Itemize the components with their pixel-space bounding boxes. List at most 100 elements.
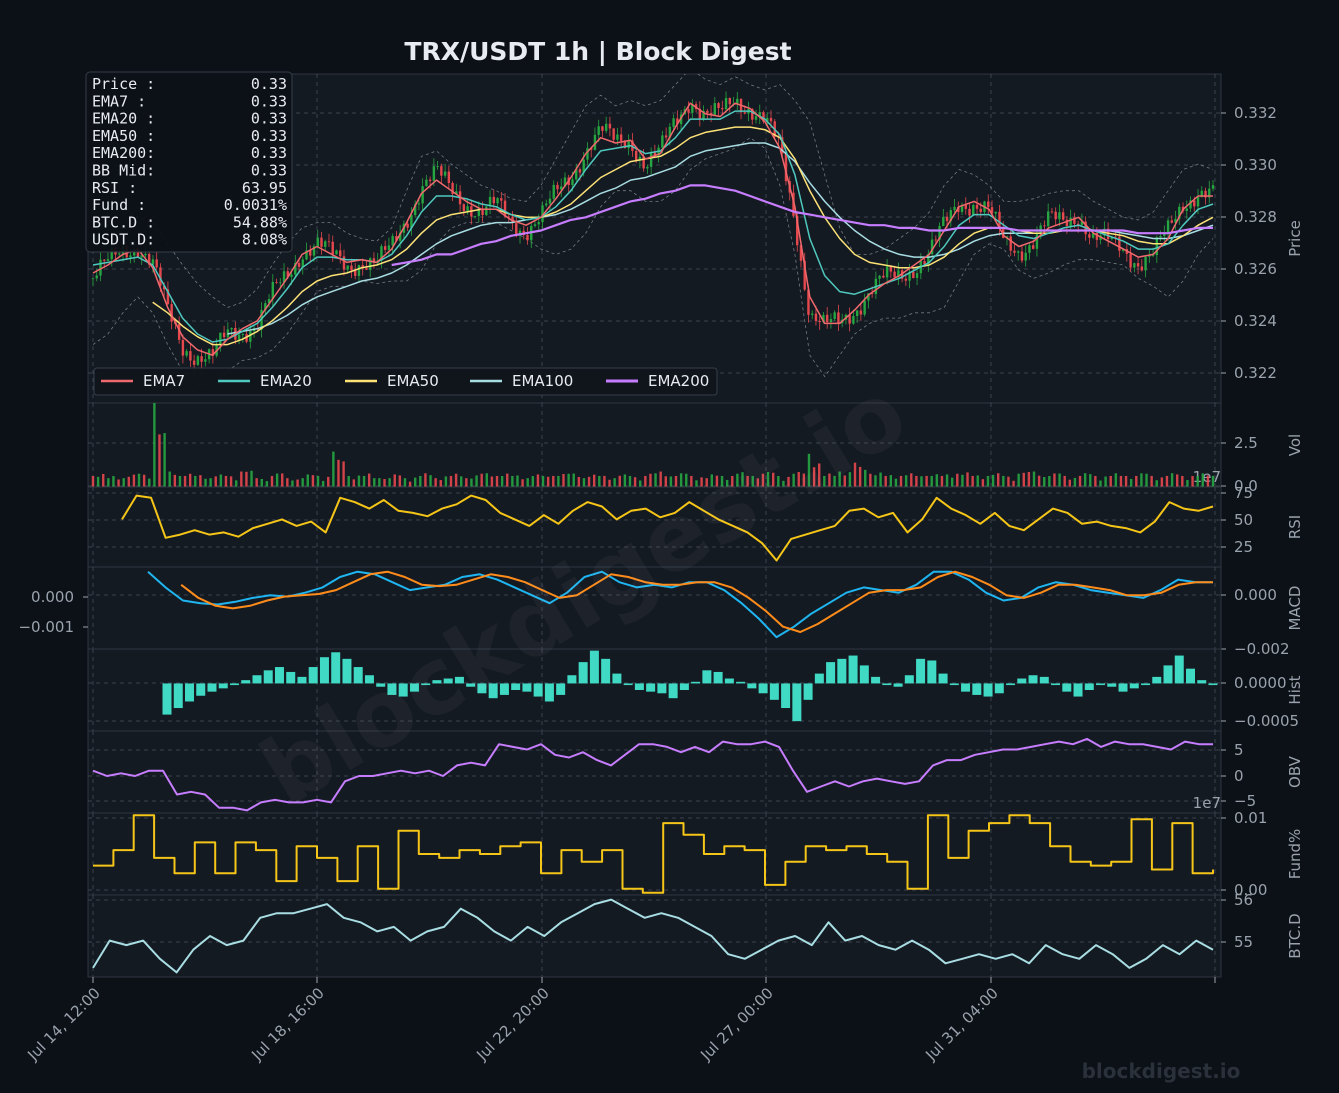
candle-body	[754, 116, 758, 120]
hist-bar	[724, 678, 734, 684]
candle-body	[1024, 252, 1027, 261]
y-tick-label: −5	[1234, 792, 1256, 810]
volume-bar	[592, 474, 596, 487]
hist-bar	[1051, 683, 1061, 686]
y-tick-label: 75	[1234, 484, 1253, 502]
volume-bar	[1206, 475, 1210, 487]
candle-body	[391, 236, 394, 246]
candle-body	[923, 261, 926, 265]
candle-body	[481, 208, 484, 216]
info-label: USDT.D:	[92, 231, 155, 249]
volume-bar	[460, 476, 463, 487]
volume-bar	[1002, 475, 1005, 487]
panel-frame	[87, 402, 1222, 488]
volume-bar	[439, 480, 442, 487]
candle-body	[1020, 251, 1024, 261]
candle-body	[571, 179, 574, 186]
candle-body	[189, 351, 192, 361]
volume-bar	[623, 474, 627, 487]
candle-body	[1140, 266, 1144, 271]
volume-bar	[736, 473, 739, 487]
y-tick-label: 0.332	[1234, 104, 1277, 122]
info-value: 0.33	[251, 162, 287, 180]
hist-bar	[1129, 683, 1139, 689]
volume-bar	[654, 473, 657, 487]
candle-body	[245, 334, 248, 342]
chart-title: TRX/USDT 1h | Block Digest	[404, 37, 791, 66]
hist-bar	[826, 662, 836, 684]
y-axis-label: Vol	[1286, 434, 1304, 456]
candle-body	[1050, 211, 1054, 213]
volume-bar	[572, 473, 575, 487]
hist-bar	[1141, 683, 1151, 686]
hist-bar	[657, 683, 667, 694]
candle-body	[649, 152, 653, 167]
info-value: 8.08%	[242, 231, 287, 249]
candle-body	[908, 271, 911, 281]
volume-bar	[1012, 480, 1015, 487]
candle-body	[1065, 219, 1069, 226]
candle-body	[211, 349, 215, 356]
candle-body	[1088, 234, 1091, 238]
volume-bar	[286, 478, 289, 487]
hist-bar	[466, 683, 476, 687]
hist-bar	[691, 681, 701, 684]
candle-body	[1136, 263, 1140, 267]
candle-body	[972, 204, 975, 216]
volume-bar	[168, 471, 171, 487]
hist-bar	[882, 683, 892, 686]
candle-body	[249, 331, 252, 342]
hist-bar	[1197, 680, 1207, 684]
candle-body	[417, 203, 421, 205]
volume-bar	[756, 478, 760, 487]
candle-body	[575, 169, 578, 180]
candle-body	[994, 211, 997, 214]
panels: 0.3220.3240.3260.3280.3300.332Price0.02.…	[18, 73, 1304, 978]
candle-body	[1159, 236, 1162, 238]
volume-bar	[715, 475, 719, 487]
hist-bar	[522, 683, 532, 692]
candle-body	[1114, 236, 1117, 238]
candle-body	[196, 356, 200, 365]
candle-body	[762, 112, 765, 122]
candle-body	[1069, 217, 1072, 226]
candle-body	[425, 179, 428, 187]
volume-bar	[1150, 475, 1153, 487]
volume-bar	[546, 476, 550, 487]
candle-body	[964, 204, 967, 209]
hist-bar	[1039, 676, 1049, 684]
hist-bar	[769, 683, 779, 700]
volume-bar	[117, 479, 120, 487]
candle-body	[833, 312, 836, 319]
candle-body	[807, 289, 810, 315]
hist-bar	[747, 683, 757, 689]
candle-body	[241, 334, 245, 335]
volume-bar	[163, 433, 166, 487]
volume-bar	[864, 469, 867, 487]
candle-body	[942, 216, 945, 227]
legend-label: EMA20	[260, 372, 312, 390]
y-tick-label: 0.0000	[1234, 674, 1287, 692]
hist-bar	[702, 670, 712, 684]
volume-bar	[899, 475, 903, 487]
volume-bar	[807, 453, 811, 487]
volume-bar	[127, 476, 130, 487]
candle-body	[1211, 185, 1215, 189]
candle-body	[751, 108, 754, 120]
candle-body	[736, 98, 739, 104]
candle-body	[837, 312, 840, 324]
volume-bar	[347, 475, 350, 487]
candle-body	[1054, 211, 1057, 220]
volume-bar	[720, 475, 724, 487]
volume-bar	[1140, 473, 1143, 487]
volume-bar	[700, 477, 703, 487]
volume-bar	[751, 475, 754, 487]
candle-body	[133, 249, 136, 256]
candle-body	[275, 281, 278, 283]
volume-bar	[1160, 477, 1164, 487]
candle-body	[1017, 251, 1020, 253]
candle-body	[975, 204, 979, 209]
candle-body	[953, 206, 956, 211]
volume-bar	[818, 463, 821, 487]
info-value: 0.33	[251, 92, 287, 110]
